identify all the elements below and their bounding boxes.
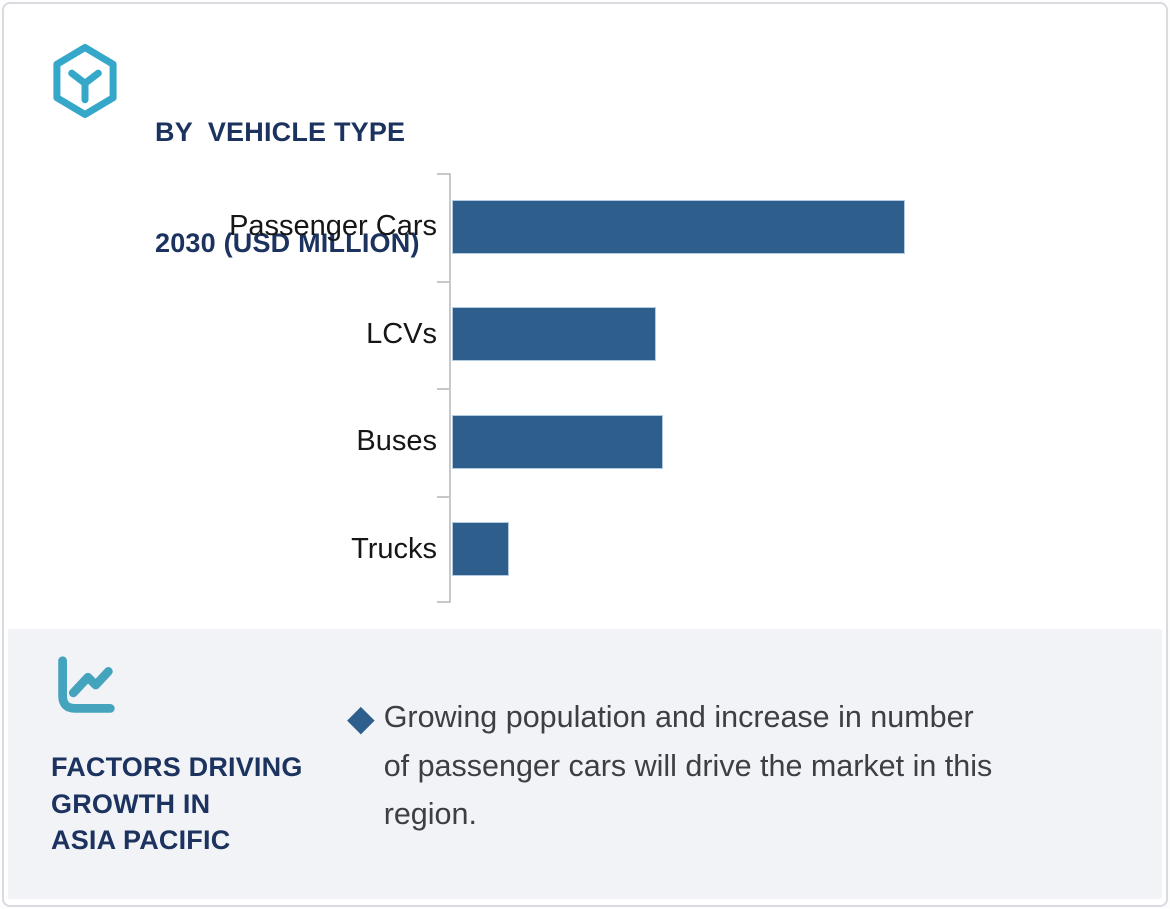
bar-lcvs [452,307,656,362]
bar-trucks [452,522,509,577]
bullet-text-line-1: Growing population and increase in numbe… [383,700,974,734]
bar-chart: Passenger Cars LCVs Buses Trucks [4,173,1166,603]
axis-tick [437,388,451,390]
bullet-item: ◆ Growing population and increase in num… [347,693,992,839]
category-label: LCVs [366,317,437,350]
axis-tick [437,173,451,175]
title-line-1: BY VEHICLE TYPE [155,117,406,147]
category-label: Trucks [351,532,437,565]
bar-track [452,388,1132,496]
category-label: Buses [356,425,437,458]
bullet-text-line-2: of passenger cars will drive the market … [383,748,993,783]
factors-heading-line-3: ASIA PACIFIC [51,825,231,855]
line-chart-icon [48,650,122,729]
bar-track [452,173,1132,281]
chart-row: Passenger Cars [4,173,1166,281]
axis-tick [437,495,451,498]
chart-row: Trucks [4,496,1166,604]
page-title: BY VEHICLE TYPE 2030 (USD MILLION) [155,40,420,336]
chart-row: LCVs [4,281,1166,389]
axis-tick [437,601,451,603]
bullet-text: Growing population and increase in numbe… [384,693,993,839]
bar-track [452,496,1132,604]
factors-heading: FACTORS DRIVING GROWTH IN ASIA PACIFIC [51,749,303,859]
factors-heading-line-2: GROWTH IN [51,788,211,819]
bar-buses [452,414,663,469]
bar-passenger-cars [452,199,906,254]
bullet-text-line-3: region. [383,797,477,831]
hexagon-cube-icon [46,42,124,125]
diamond-bullet-icon: ◆ [347,697,375,738]
bar-track [452,281,1132,389]
axis-tick [437,280,451,283]
factors-heading-line-1: FACTORS DRIVING [51,752,303,782]
title-line-2: 2030 (USD MILLION) [155,228,420,258]
factors-panel: FACTORS DRIVING GROWTH IN ASIA PACIFIC ◆… [8,629,1162,899]
chart-row: Buses [4,388,1166,496]
category-label: Passenger Cars [229,210,437,243]
